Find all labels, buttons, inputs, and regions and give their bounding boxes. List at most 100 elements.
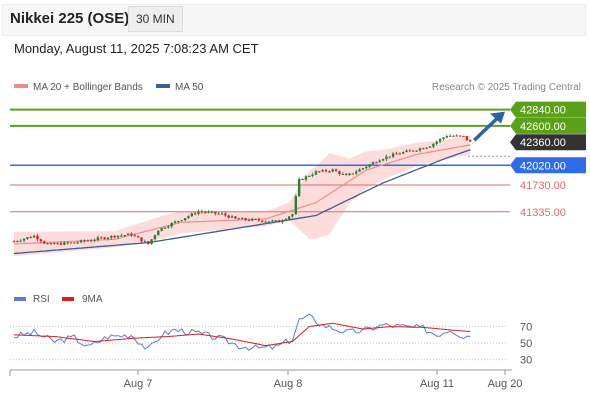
- candle: [378, 159, 381, 163]
- candle-body: [123, 235, 126, 237]
- candle: [398, 152, 402, 155]
- candle: [12, 240, 16, 243]
- level-label-2: 42360.00: [520, 137, 566, 149]
- candle-body: [271, 220, 274, 222]
- candle-body: [83, 240, 86, 242]
- candle-body: [254, 218, 257, 220]
- level-tag-1: [510, 117, 586, 134]
- candle-body: [435, 141, 438, 144]
- rsi-tick-label-1: 50: [520, 338, 532, 350]
- candle: [395, 151, 398, 155]
- candle-body: [261, 220, 264, 222]
- candle: [73, 242, 76, 244]
- x-tick-label-3: Aug 20: [488, 378, 523, 390]
- candle: [46, 242, 49, 245]
- candles-layer: [12, 134, 472, 246]
- candle-body: [133, 235, 136, 237]
- candle: [183, 218, 187, 222]
- timeframe-button[interactable]: 30 MIN: [128, 6, 183, 32]
- candle: [110, 235, 113, 240]
- candle-body: [311, 174, 314, 176]
- candle-body: [294, 196, 298, 215]
- candle: [264, 220, 267, 223]
- x-tick-label-0: Aug 7: [124, 378, 153, 390]
- candle-body: [318, 171, 321, 173]
- candle-body: [32, 235, 36, 238]
- candle-body: [358, 169, 361, 172]
- candle: [163, 226, 167, 229]
- candle-body: [381, 159, 385, 161]
- candle-body: [405, 150, 408, 153]
- candle: [465, 136, 469, 142]
- candle-body: [190, 213, 194, 217]
- candle-body: [150, 239, 153, 245]
- candle-body: [200, 211, 204, 213]
- candle: [49, 242, 53, 245]
- candle: [291, 213, 294, 218]
- candle-body: [230, 216, 234, 218]
- candle: [415, 150, 418, 153]
- candle: [83, 239, 86, 243]
- candle: [469, 139, 472, 142]
- candle-body: [459, 135, 462, 137]
- candle-body: [341, 173, 344, 175]
- chart-datetime: Monday, August 11, 2025 7:08:23 AM CET: [14, 41, 259, 56]
- candle: [32, 234, 36, 238]
- candle-body: [284, 219, 287, 221]
- candle: [422, 147, 425, 150]
- candle: [401, 151, 405, 155]
- candle: [281, 219, 284, 225]
- candle: [113, 235, 116, 239]
- candle: [66, 241, 69, 245]
- candle-body: [73, 242, 76, 244]
- candle-body: [69, 242, 73, 244]
- candle: [103, 236, 106, 240]
- candle-body: [42, 241, 46, 244]
- candle: [200, 209, 204, 214]
- candle: [19, 238, 22, 243]
- candle-body: [29, 237, 32, 239]
- candle-body: [388, 156, 391, 158]
- candle: [294, 194, 298, 215]
- candle-body: [163, 227, 167, 229]
- rsi-ma-legend-label: 9MA: [82, 294, 103, 305]
- candle-body: [401, 152, 405, 154]
- level-lines-layer: 42840.00 42600.00 42360.00 42020.00 41730.00…: [10, 101, 586, 219]
- level-label-5: 41335.00: [520, 207, 566, 219]
- ma50-line: [13, 149, 471, 255]
- candle: [93, 238, 96, 243]
- candle: [53, 242, 56, 245]
- candle-body: [19, 240, 22, 242]
- candle-body: [143, 241, 147, 243]
- candle: [237, 217, 240, 220]
- candle: [150, 239, 153, 245]
- candle: [204, 210, 207, 214]
- candle-body: [177, 220, 180, 222]
- candle: [388, 156, 391, 159]
- candle: [428, 145, 432, 148]
- candle-body: [391, 153, 395, 157]
- candle: [22, 238, 26, 243]
- candle-body: [214, 211, 217, 214]
- candle-body: [338, 171, 341, 175]
- x-axis-layer: Aug 7 Aug 8 Aug 11 Aug 20: [124, 370, 523, 390]
- candle: [448, 134, 452, 137]
- rsi-layer: 70 50 30: [10, 313, 532, 367]
- candle: [79, 239, 83, 244]
- candle: [261, 220, 264, 223]
- candle: [351, 173, 355, 175]
- forecast-arrow-layer: [473, 111, 505, 142]
- candle: [170, 222, 173, 229]
- forecast-arrow-head: [490, 111, 505, 124]
- candle-body: [469, 140, 472, 142]
- candle-body: [170, 222, 173, 227]
- candle-body: [247, 219, 251, 221]
- candle: [42, 240, 46, 245]
- candle-body: [76, 242, 79, 244]
- candle: [455, 134, 459, 137]
- candle: [331, 168, 334, 173]
- candle-body: [210, 211, 214, 213]
- candle-body: [408, 150, 412, 152]
- level-label-3: 42020.00: [520, 160, 566, 172]
